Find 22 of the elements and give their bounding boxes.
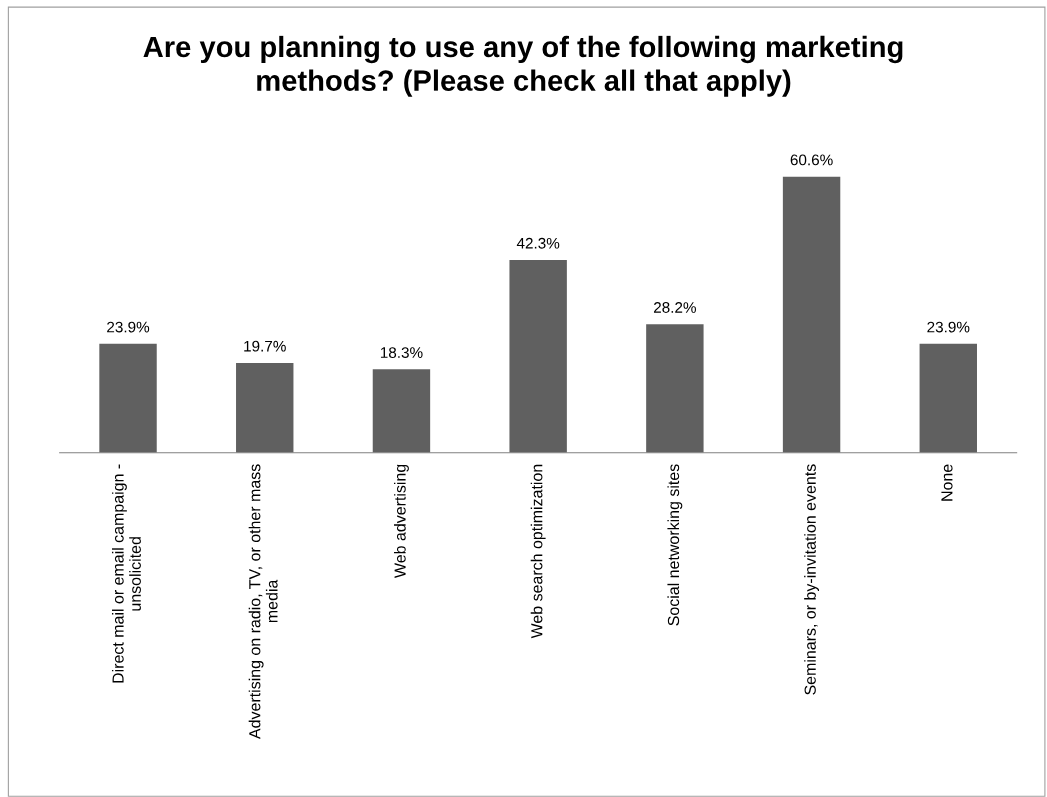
x-tick-label: Seminars, or by-invitation events [804,464,820,695]
bar [372,369,431,453]
x-tick-label: Web search optimization [530,464,546,639]
x-tick-label: Social networking sites [667,464,683,626]
bar [236,362,294,453]
bar [919,343,977,453]
x-tick-label: Web advertising [394,464,409,578]
data-label: 18.3% [380,347,423,358]
data-label: 23.9% [927,321,970,333]
bar [509,260,567,453]
data-label: 28.2% [653,302,696,313]
chart-title: Are you planning to use any of the following marketing methods? (Please check all that apply) [143,35,903,97]
data-label: 42.3% [516,237,560,249]
x-tick-label: None [941,464,953,501]
x-tick-label: Direct mail or email campaign - unsolicited [111,464,141,683]
bar [99,343,157,453]
data-label: 23.9% [107,321,150,333]
data-label: 60.6% [790,154,833,166]
x-tick-label: Advertising on radio, TV, or other mass media [248,464,278,739]
bar [782,176,841,453]
bar [646,324,704,453]
data-label: 19.7% [244,340,286,352]
